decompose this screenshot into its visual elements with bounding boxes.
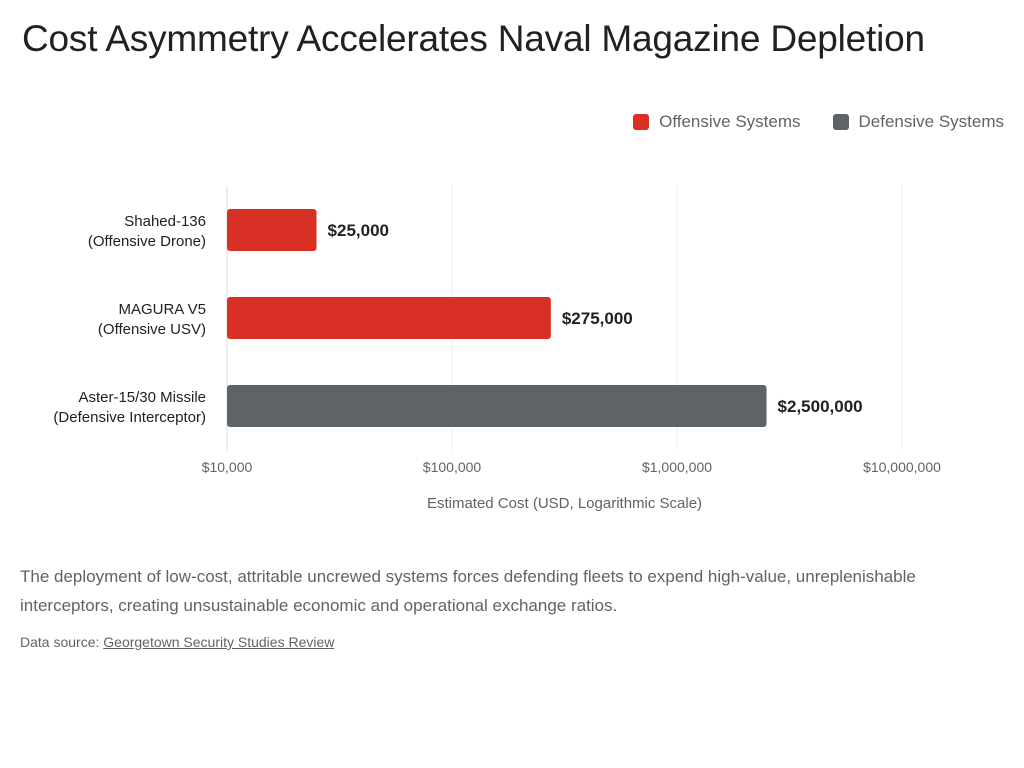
x-tick-label: $10,000	[202, 459, 253, 475]
chart-title: Cost Asymmetry Accelerates Naval Magazin…	[22, 18, 925, 59]
category-label: (Offensive Drone)	[88, 233, 206, 250]
data-label: $25,000	[328, 221, 389, 240]
bar	[227, 209, 317, 251]
x-tick-label: $10,000,000	[863, 459, 941, 475]
x-axis-title: Estimated Cost (USD, Logarithmic Scale)	[427, 495, 702, 512]
data-label: $2,500,000	[778, 397, 863, 416]
bar	[227, 385, 767, 427]
category-label: Shahed-136	[124, 213, 206, 230]
legend-item-offensive: Offensive Systems	[633, 112, 801, 132]
data-source-prefix: Data source:	[20, 634, 104, 650]
category-label: MAGURA V5	[118, 301, 206, 318]
legend-item-defensive: Defensive Systems	[832, 112, 1005, 132]
data-label: $275,000	[562, 309, 633, 328]
bar	[227, 297, 551, 339]
legend-swatch-defensive	[832, 114, 849, 130]
chart-description: The deployment of low-cost, attritable u…	[20, 567, 916, 615]
legend: Offensive Systems Defensive Systems	[601, 112, 1004, 132]
legend-label-defensive: Defensive Systems	[858, 112, 1005, 131]
category-label: (Defensive Interceptor)	[53, 409, 206, 426]
x-tick-label: $1,000,000	[642, 459, 712, 475]
legend-label-offensive: Offensive Systems	[659, 112, 801, 131]
legend-swatch-offensive	[633, 114, 650, 130]
category-label: (Offensive USV)	[98, 321, 206, 338]
x-tick-label: $100,000	[423, 459, 482, 475]
category-label: Aster-15/30 Missile	[78, 389, 206, 406]
data-source-link[interactable]: Georgetown Security Studies Review	[103, 634, 335, 650]
bar-chart: $10,000 $100,000 $1,000,000 $10,000,000 Esti…	[53, 186, 941, 512]
data-source: Data source: Georgetown Security Studies…	[20, 634, 334, 650]
